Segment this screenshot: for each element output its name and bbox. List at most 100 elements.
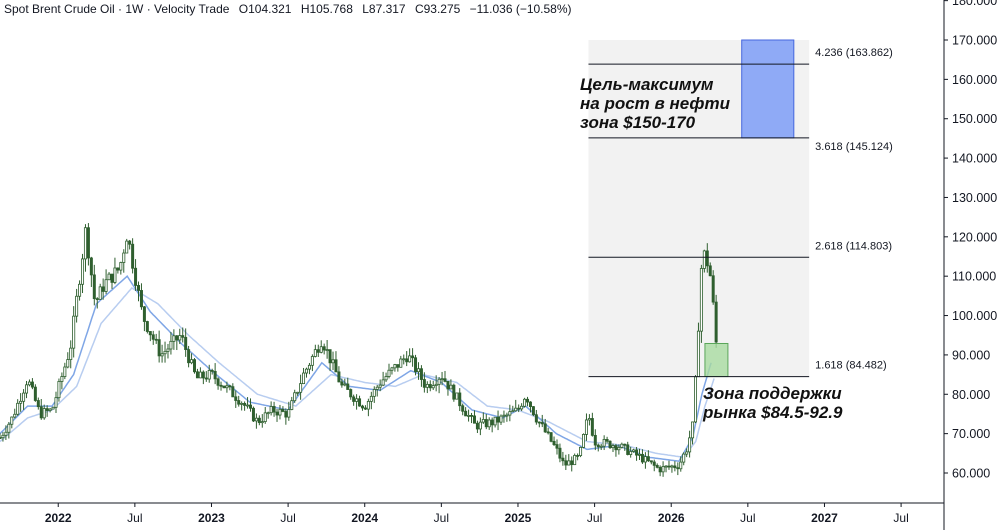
candle-body	[216, 378, 220, 386]
price-tick-label: 60.000	[952, 467, 990, 481]
time-tick-label: 2027	[811, 511, 838, 525]
candle-body	[405, 358, 409, 363]
candle-body	[475, 422, 479, 430]
candle-body	[193, 359, 197, 373]
candle-body	[514, 407, 518, 412]
candle-body	[425, 383, 429, 388]
candle-body	[98, 286, 102, 300]
candle-body	[691, 421, 695, 439]
time-tick-label: Jul	[893, 511, 908, 525]
candle-body	[72, 315, 76, 349]
candle-body	[222, 385, 226, 389]
candle-body	[81, 258, 85, 285]
candle-body	[228, 385, 232, 388]
candle-body	[204, 377, 208, 380]
candle-body	[160, 353, 164, 357]
candle-body	[313, 349, 317, 357]
candle-body	[387, 369, 391, 377]
candle-body	[626, 444, 630, 455]
ohlc-low: L87.317	[362, 2, 406, 16]
candle-body	[546, 431, 550, 434]
candle-body	[148, 331, 152, 336]
candle-body	[19, 400, 23, 404]
candle-body	[254, 417, 258, 422]
candle-body	[213, 370, 217, 380]
candle-body	[446, 381, 450, 390]
candle-body	[257, 417, 261, 424]
candle-body	[434, 383, 438, 386]
symbol-title[interactable]: Spot Brent Crude Oil · 1W · Velocity Tra…	[4, 2, 230, 16]
time-tick-label: 2024	[351, 511, 378, 525]
candle-body	[564, 460, 568, 466]
candle-body	[638, 453, 642, 456]
candle-body	[334, 359, 338, 373]
candle-body	[505, 414, 509, 417]
candle-body	[340, 381, 344, 386]
candle-body	[573, 454, 577, 466]
target-annotation[interactable]: Цель-максимум на рост в нефти зона $150-…	[580, 75, 730, 132]
candle-body	[104, 279, 108, 292]
time-tick-label: Jul	[740, 511, 755, 525]
candle-body	[89, 257, 93, 276]
candle-body	[570, 460, 574, 466]
candle-body	[163, 350, 167, 355]
candle-body	[352, 396, 356, 402]
candle-body	[490, 419, 494, 426]
candle-body	[10, 416, 14, 425]
candle-body	[696, 330, 700, 378]
candle-body	[113, 267, 117, 283]
candle-body	[396, 364, 400, 368]
candle-body	[0, 437, 2, 439]
candle-body	[287, 409, 291, 418]
candle-body	[251, 407, 255, 422]
candle-body	[310, 356, 314, 366]
candle-body	[590, 418, 594, 436]
price-tick-label: 150.000	[952, 112, 997, 126]
candle-body	[45, 408, 49, 411]
candle-body	[240, 402, 244, 405]
candle-body	[66, 359, 70, 368]
candle-body	[346, 383, 350, 390]
candle-body	[682, 453, 686, 463]
candle-body	[496, 416, 500, 423]
candle-body	[337, 371, 341, 383]
candle-body	[201, 371, 205, 379]
ma-fast-line	[0, 275, 712, 463]
candle-body	[48, 408, 52, 411]
support-annotation[interactable]: Зона поддержки рынка $84.5-92.9	[703, 384, 842, 422]
candle-body	[30, 381, 34, 388]
candle-body	[608, 440, 612, 449]
candle-body	[248, 404, 252, 409]
candle-body	[629, 451, 633, 455]
candle-body	[319, 346, 323, 353]
candle-body	[83, 227, 87, 260]
candle-body	[266, 412, 270, 415]
target-annotation-line: на рост в нефти	[580, 94, 730, 113]
candle-body	[331, 359, 335, 364]
candle-body	[635, 449, 639, 456]
price-tick-label: 120.000	[952, 230, 997, 244]
candle-body	[478, 421, 482, 430]
candle-body	[54, 397, 58, 408]
candle-body	[484, 419, 488, 428]
candle-body	[210, 370, 214, 372]
candle-body	[349, 389, 353, 398]
candle-body	[39, 406, 43, 419]
candle-body	[36, 400, 40, 408]
candle-body	[526, 398, 530, 403]
candle-body	[157, 339, 161, 357]
candle-body	[269, 406, 273, 414]
candle-body	[670, 465, 674, 468]
candle-body	[640, 453, 644, 463]
candle-body	[63, 366, 67, 377]
time-tick-label: Jul	[127, 511, 142, 525]
candle-body	[166, 348, 170, 352]
time-tick-label: 2025	[505, 511, 532, 525]
candle-body	[154, 338, 158, 341]
candle-body	[16, 402, 20, 415]
target-annotation-line: Цель-максимум	[580, 75, 714, 94]
candle-body	[708, 265, 712, 277]
candle-body	[92, 274, 96, 300]
candle-body	[552, 440, 556, 445]
